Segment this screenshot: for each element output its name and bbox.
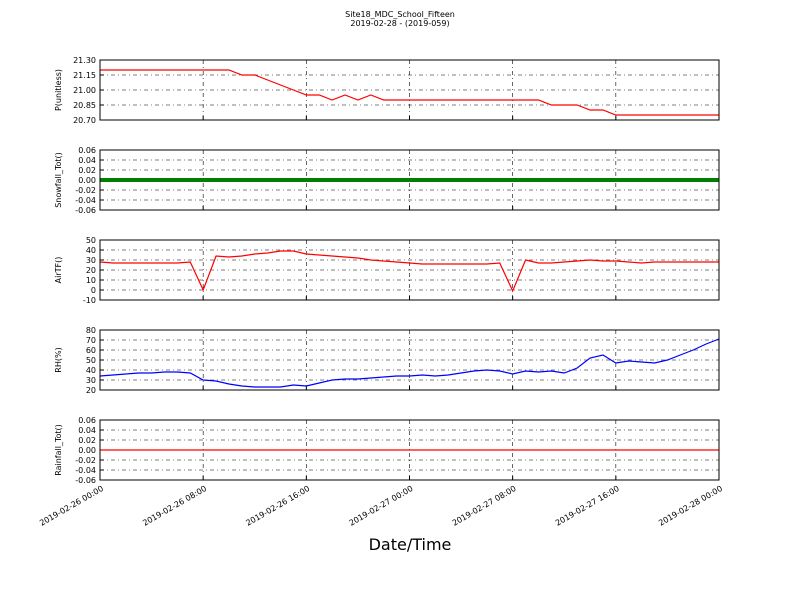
y-tick-label: 21.00: [73, 86, 96, 95]
y-tick-label: 0.04: [78, 156, 96, 165]
y-tick-label: -0.02: [75, 186, 96, 195]
y-tick-label: 30: [86, 376, 96, 385]
y-tick-label: 40: [86, 246, 96, 255]
y-tick-label: 70: [86, 336, 96, 345]
y-tick-label: 60: [86, 346, 96, 355]
y-tick-label: 30: [86, 256, 96, 265]
y-tick-label: 20: [86, 386, 96, 395]
axes-frame: [99, 419, 720, 481]
y-tick-label: -0.04: [75, 466, 96, 475]
data-line: [100, 69, 719, 116]
y-tick-label: 0.04: [78, 426, 96, 435]
y-tick-label: -0.06: [75, 476, 96, 485]
x-axis-label: Date/Time: [369, 535, 452, 554]
y-tick-label: -0.04: [75, 196, 96, 205]
y-tick-label: 0.00: [78, 446, 96, 455]
y-axis-label: RH(%): [54, 347, 63, 372]
data-line: [99, 250, 719, 293]
y-tick-label: -0.06: [75, 206, 96, 215]
y-tick-label: 21.15: [73, 71, 96, 80]
y-tick-label: 20.70: [73, 116, 96, 125]
title: Site18_MDC_School_Fifteen: [345, 10, 455, 19]
y-tick-label: -10: [83, 296, 96, 305]
y-tick-label: 0.00: [78, 176, 96, 185]
y-tick-label: 21.30: [73, 56, 96, 65]
axes-frame: [99, 59, 720, 121]
y-tick-label: 80: [86, 326, 96, 335]
data-line: [99, 338, 720, 388]
y-axis-label: P(unitless): [54, 69, 63, 111]
y-tick-label: 0.06: [78, 416, 96, 425]
y-tick-label: 0.02: [78, 166, 96, 175]
y-tick-label: 50: [86, 356, 96, 365]
y-tick-label: 0.06: [78, 146, 96, 155]
y-tick-label: 20: [86, 266, 96, 275]
axes-frame: [99, 149, 720, 211]
y-tick-label: 0: [91, 286, 96, 295]
subtitle: 2019-02-28 - (2019-059): [350, 19, 449, 28]
y-tick-label: 50: [86, 236, 96, 245]
y-tick-label: 20.85: [73, 101, 96, 110]
y-axis-label: Snowfall_Tot(): [54, 152, 63, 208]
y-tick-label: 0.02: [78, 436, 96, 445]
y-tick-label: -0.02: [75, 456, 96, 465]
axes-frame: [99, 239, 720, 301]
y-axis-label: AirTF(): [54, 257, 63, 284]
y-tick-label: 40: [86, 366, 96, 375]
axes-frame: [99, 329, 720, 391]
y-axis-label: Rainfall_Tot(): [54, 424, 63, 476]
y-tick-label: 10: [86, 276, 96, 285]
